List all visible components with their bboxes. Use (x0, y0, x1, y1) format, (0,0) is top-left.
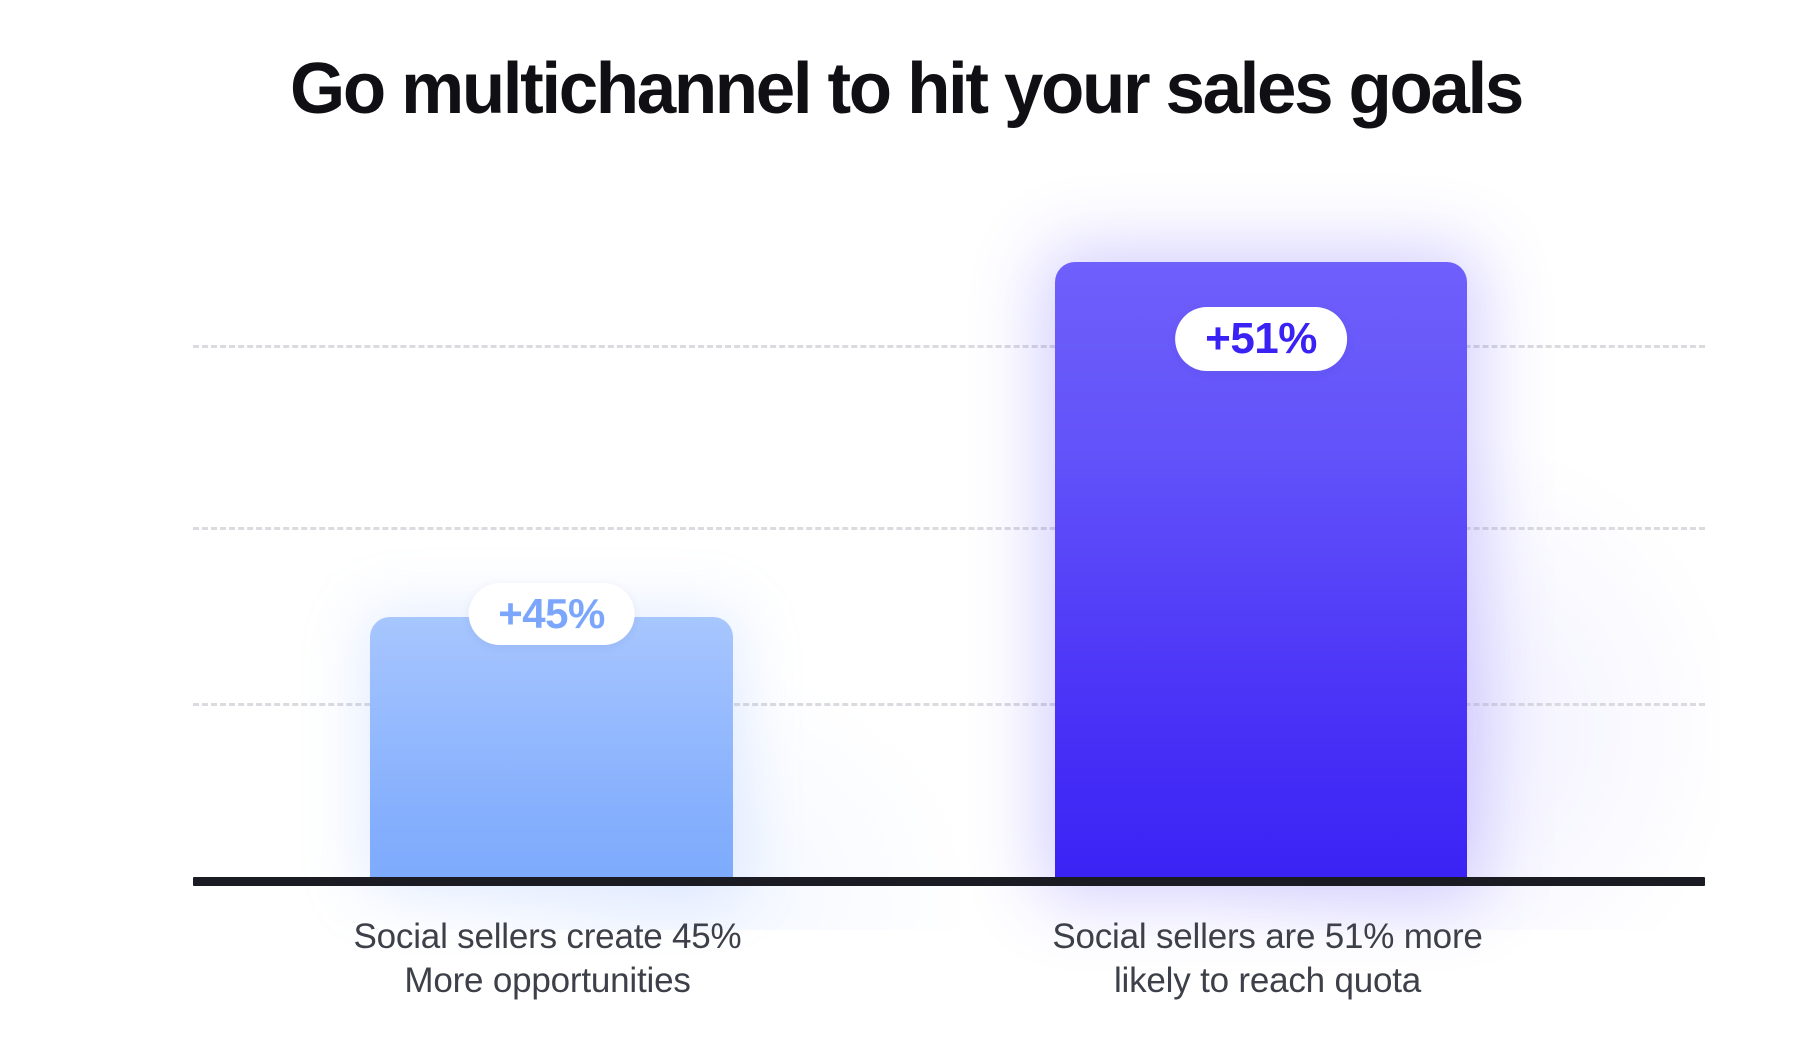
category-label-opportunities: Social sellers create 45% More opportuni… (240, 915, 855, 1004)
chart-title: Go multichannel to hit your sales goals (290, 49, 1524, 129)
bar-wrapper-opportunities: +45% (370, 583, 733, 884)
plot-area: +45% +51% (193, 170, 1705, 884)
value-badge-opportunities: +45% (468, 583, 635, 645)
category-label-quota-line2: likely to reach quota (1113, 961, 1422, 1001)
bar-social-sellers-opportunities[interactable] (370, 617, 733, 884)
bar-wrapper-quota: +51% (1055, 262, 1467, 884)
bar-group: +45% +51% (193, 170, 1705, 884)
category-label-opportunities-line2: More opportunities (404, 961, 691, 1001)
category-label-opportunities-line1: Social sellers create 45% (353, 917, 742, 956)
x-axis-line (193, 877, 1705, 886)
category-label-quota: Social sellers are 51% more likely to re… (960, 915, 1575, 1004)
value-badge-quota: +51% (1175, 307, 1347, 371)
category-label-quota-line1: Social sellers are 51% more (1052, 917, 1483, 956)
